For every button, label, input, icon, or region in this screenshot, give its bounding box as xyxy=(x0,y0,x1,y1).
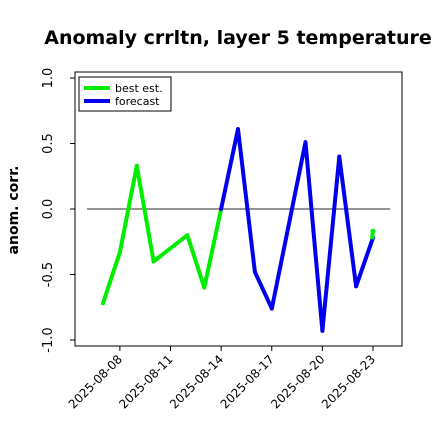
data-point xyxy=(337,154,342,159)
data-point xyxy=(117,250,122,255)
data-point xyxy=(320,328,325,333)
data-point xyxy=(202,285,207,290)
x-tick-label: 2025-08-23 xyxy=(319,352,378,411)
data-point xyxy=(252,269,257,274)
x-ticks: 2025-08-082025-08-112025-08-142025-08-17… xyxy=(66,346,378,411)
legend-box xyxy=(78,76,172,112)
y-tick-label: -0.5 xyxy=(41,262,56,287)
data-point xyxy=(101,301,105,306)
chart-title: Anomaly crrltn, layer 5 temperature xyxy=(44,27,432,49)
data-point xyxy=(354,284,359,289)
series-layer xyxy=(101,127,376,333)
data-point xyxy=(269,306,274,311)
y-tick-label: 0.0 xyxy=(41,199,56,220)
y-ticks: -1.0 -0.5 0.0 0.5 1.0 xyxy=(41,68,75,353)
series-stub xyxy=(370,230,375,240)
y-axis-label: anom. corr. xyxy=(6,166,22,255)
data-point xyxy=(134,163,139,168)
legend-label: best est. xyxy=(115,82,163,95)
series-line-best-est xyxy=(101,163,224,304)
data-point xyxy=(219,207,224,211)
y-tick-label: -1.0 xyxy=(41,327,56,352)
data-point xyxy=(303,140,308,145)
data-point xyxy=(185,233,190,238)
y-tick-label: 0.5 xyxy=(41,133,56,154)
legend-label: forecast xyxy=(115,95,160,108)
data-point xyxy=(151,259,156,264)
legend: best est.forecast xyxy=(78,76,172,112)
y-tick-label: 1.0 xyxy=(41,68,56,89)
series-line-forecast xyxy=(219,127,375,333)
data-point xyxy=(236,127,240,132)
